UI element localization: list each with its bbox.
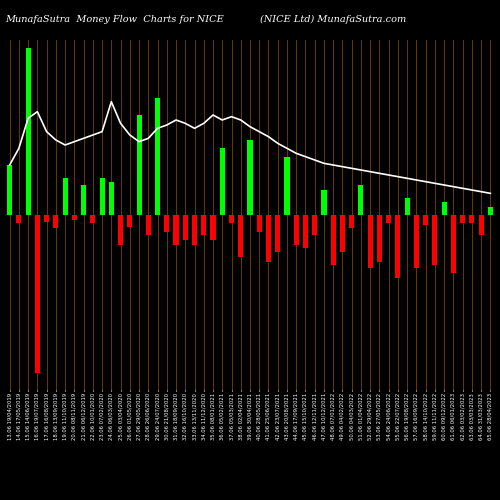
Bar xyxy=(386,215,391,224)
Bar xyxy=(210,215,216,240)
Bar xyxy=(470,215,474,224)
Bar xyxy=(164,215,170,232)
Bar xyxy=(16,215,21,224)
Bar xyxy=(90,215,96,224)
Bar xyxy=(229,215,234,224)
Bar xyxy=(72,215,77,220)
Bar xyxy=(340,215,345,252)
Text: MunafaSutra  Money Flow  Charts for NICE: MunafaSutra Money Flow Charts for NICE xyxy=(5,15,224,24)
Bar xyxy=(404,198,409,215)
Bar xyxy=(100,178,104,215)
Bar xyxy=(220,148,225,215)
Bar xyxy=(432,215,438,265)
Bar xyxy=(266,215,271,262)
Bar xyxy=(377,215,382,262)
Bar xyxy=(174,215,178,245)
Bar xyxy=(54,215,59,228)
Bar xyxy=(442,202,446,215)
Bar xyxy=(460,215,465,224)
Bar xyxy=(303,215,308,248)
Bar xyxy=(330,215,336,265)
Bar xyxy=(146,215,151,235)
Bar xyxy=(414,215,419,268)
Bar xyxy=(451,215,456,274)
Bar xyxy=(128,215,132,226)
Bar xyxy=(26,48,30,215)
Bar xyxy=(349,215,354,228)
Bar xyxy=(294,215,299,245)
Bar xyxy=(118,215,123,245)
Bar xyxy=(368,215,372,268)
Text: (NICE Ltd) MunafaSutra.com: (NICE Ltd) MunafaSutra.com xyxy=(260,15,406,24)
Bar xyxy=(201,215,206,235)
Bar xyxy=(44,215,49,222)
Bar xyxy=(488,206,493,215)
Bar xyxy=(256,215,262,232)
Bar xyxy=(478,215,484,235)
Bar xyxy=(396,215,400,278)
Bar xyxy=(62,178,68,215)
Bar xyxy=(312,215,318,235)
Bar xyxy=(81,185,86,215)
Bar xyxy=(109,182,114,215)
Bar xyxy=(275,215,280,252)
Bar xyxy=(238,215,244,256)
Bar xyxy=(322,190,326,215)
Bar xyxy=(136,115,141,215)
Bar xyxy=(7,165,12,215)
Bar xyxy=(248,140,252,215)
Bar xyxy=(155,98,160,215)
Bar xyxy=(358,185,364,215)
Bar xyxy=(35,215,40,374)
Bar xyxy=(192,215,197,245)
Bar xyxy=(284,156,290,215)
Bar xyxy=(423,215,428,225)
Bar xyxy=(182,215,188,240)
